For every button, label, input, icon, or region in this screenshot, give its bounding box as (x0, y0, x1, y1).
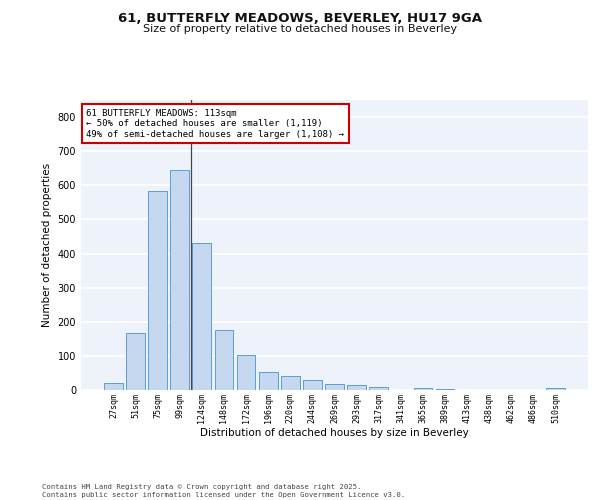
Y-axis label: Number of detached properties: Number of detached properties (42, 163, 52, 327)
Bar (281, 376, 299, 390)
Text: Size of property relative to detached houses in Beverley: Size of property relative to detached ho… (143, 24, 457, 34)
Bar (148, 191, 167, 390)
Bar (413, 388, 433, 390)
Text: 61, BUTTERFLY MEADOWS, BEVERLEY, HU17 9GA: 61, BUTTERFLY MEADOWS, BEVERLEY, HU17 9G… (118, 12, 482, 26)
Bar (126, 332, 145, 390)
Bar (236, 355, 256, 390)
Bar (104, 383, 123, 390)
Bar (193, 244, 211, 390)
Bar (546, 388, 565, 390)
Text: 61 BUTTERFLY MEADOWS: 113sqm
← 50% of detached houses are smaller (1,119)
49% of: 61 BUTTERFLY MEADOWS: 113sqm ← 50% of de… (86, 108, 344, 138)
Bar (215, 330, 233, 390)
Bar (325, 384, 344, 390)
Text: Contains HM Land Registry data © Crown copyright and database right 2025.
Contai: Contains HM Land Registry data © Crown c… (42, 484, 405, 498)
Bar (347, 385, 366, 390)
Bar (370, 386, 388, 390)
Bar (303, 380, 322, 390)
Bar (170, 170, 189, 390)
X-axis label: Distribution of detached houses by size in Beverley: Distribution of detached houses by size … (200, 428, 469, 438)
Bar (259, 372, 278, 390)
